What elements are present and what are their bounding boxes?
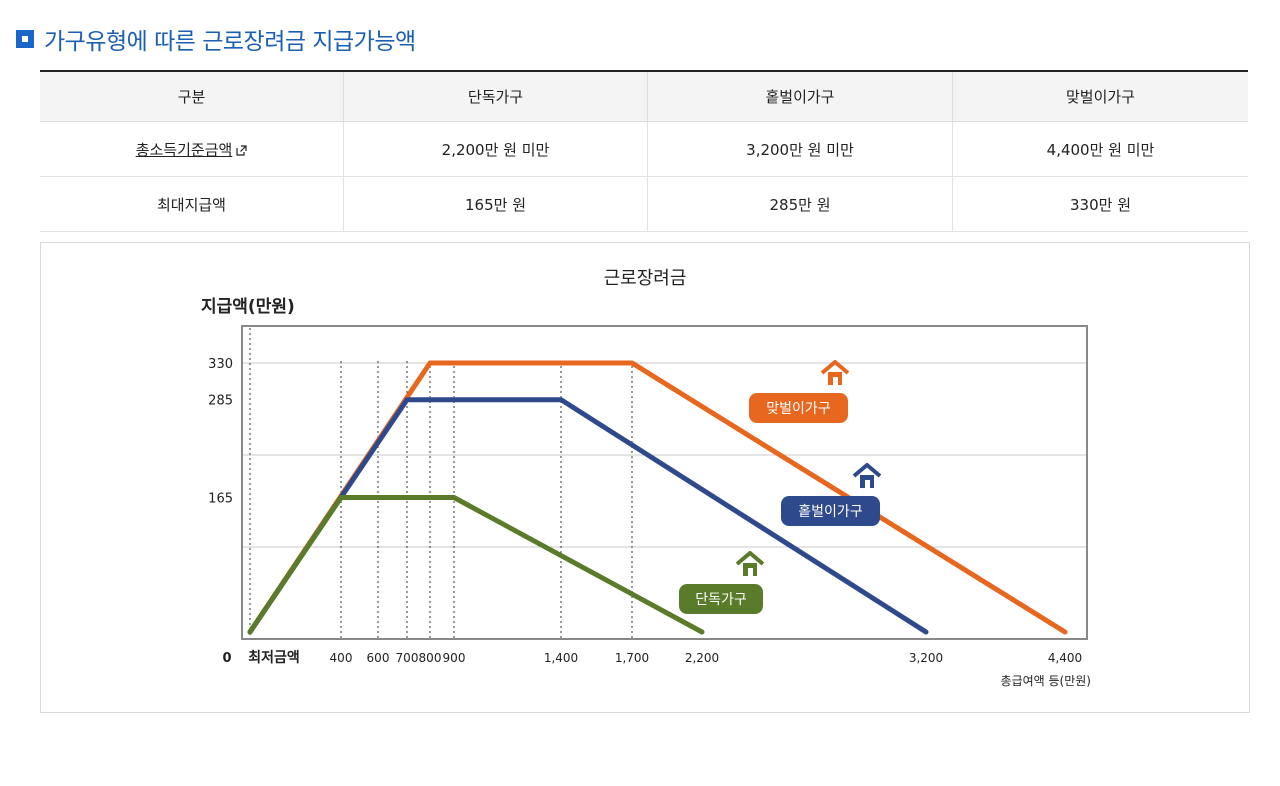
table-header-row: 구분 단독가구 홑벌이가구 맞벌이가구 xyxy=(40,71,1248,122)
legend-label: 맞벌이가구 xyxy=(766,401,831,417)
house-door xyxy=(748,568,753,576)
plot-frame xyxy=(241,325,1088,640)
column-header: 홑벌이가구 xyxy=(647,71,953,122)
table-cell: 2,200만 원 미만 xyxy=(343,121,648,177)
house-icon xyxy=(735,551,765,576)
column-header: 구분 xyxy=(40,71,344,122)
table-cell: 3,200만 원 미만 xyxy=(647,121,953,177)
chart-title: 근로장려금 xyxy=(604,268,687,289)
legend-badge xyxy=(749,393,848,423)
series-line xyxy=(247,495,705,635)
table-cell: 4,400만 원 미만 xyxy=(952,121,1248,177)
table-cell: 165만 원 xyxy=(343,176,648,232)
external-link-icon[interactable] xyxy=(236,142,247,156)
house-icon xyxy=(820,360,850,385)
x-tick-label: 2,200 xyxy=(685,651,719,665)
house-door xyxy=(833,377,838,385)
column-header: 맞벌이가구 xyxy=(952,71,1248,122)
square-bullet-icon xyxy=(16,30,34,48)
x-tick-label: 1,400 xyxy=(544,651,578,665)
table-row: 최대지급액 165만 원 285만 원 330만 원 xyxy=(40,176,1248,232)
row-label-cell: 총소득기준금액 xyxy=(40,121,344,177)
house-roof xyxy=(735,551,765,566)
x-min-label: 최저금액 xyxy=(248,649,300,666)
x-tick-label: 1,700 xyxy=(615,651,649,665)
x-tick-label: 600 xyxy=(367,651,390,665)
section-header: 가구유형에 따른 근로장려금 지급가능액 xyxy=(16,22,416,56)
house-door xyxy=(865,480,870,488)
income-criteria-link-label: 총소득기준금액 xyxy=(135,140,233,159)
column-header: 단독가구 xyxy=(343,71,648,122)
legend-label: 단독가구 xyxy=(695,592,747,608)
row-label-cell: 최대지급액 xyxy=(40,176,344,232)
house-icon xyxy=(852,463,882,488)
x-tick-label: 3,200 xyxy=(909,651,943,665)
page-title: 가구유형에 따른 근로장려금 지급가능액 xyxy=(44,29,416,55)
y-tick-label: 285 xyxy=(208,394,233,409)
x-tick-label: 700 xyxy=(396,651,419,665)
y-tick-label: 330 xyxy=(208,357,233,372)
house-roof xyxy=(820,360,850,375)
benefit-table: 구분 단독가구 홑벌이가구 맞벌이가구 총소득기준금액 2,200만 원 미만 … xyxy=(40,70,1248,232)
x-origin-label: 0 xyxy=(222,651,231,666)
table-cell: 330만 원 xyxy=(952,176,1248,232)
x-tick-label: 900 xyxy=(443,651,466,665)
legend-badge xyxy=(679,584,763,614)
table-cell: 285만 원 xyxy=(647,176,953,232)
legend-badge xyxy=(781,496,880,526)
y-tick-label: 165 xyxy=(208,492,233,507)
x-tick-label: 800 xyxy=(419,651,442,665)
x-tick-label: 4,400 xyxy=(1048,651,1082,665)
y-axis-title: 지급액(만원) xyxy=(201,297,295,317)
house-roof xyxy=(852,463,882,478)
x-axis-title: 총급여액 등(만원) xyxy=(1001,674,1091,688)
x-tick-label: 400 xyxy=(330,651,353,665)
income-criteria-link[interactable]: 총소득기준금액 xyxy=(136,141,233,159)
table-row: 총소득기준금액 2,200만 원 미만 3,200만 원 미만 4,400만 원… xyxy=(40,121,1248,177)
legend-label: 홑벌이가구 xyxy=(798,504,863,520)
